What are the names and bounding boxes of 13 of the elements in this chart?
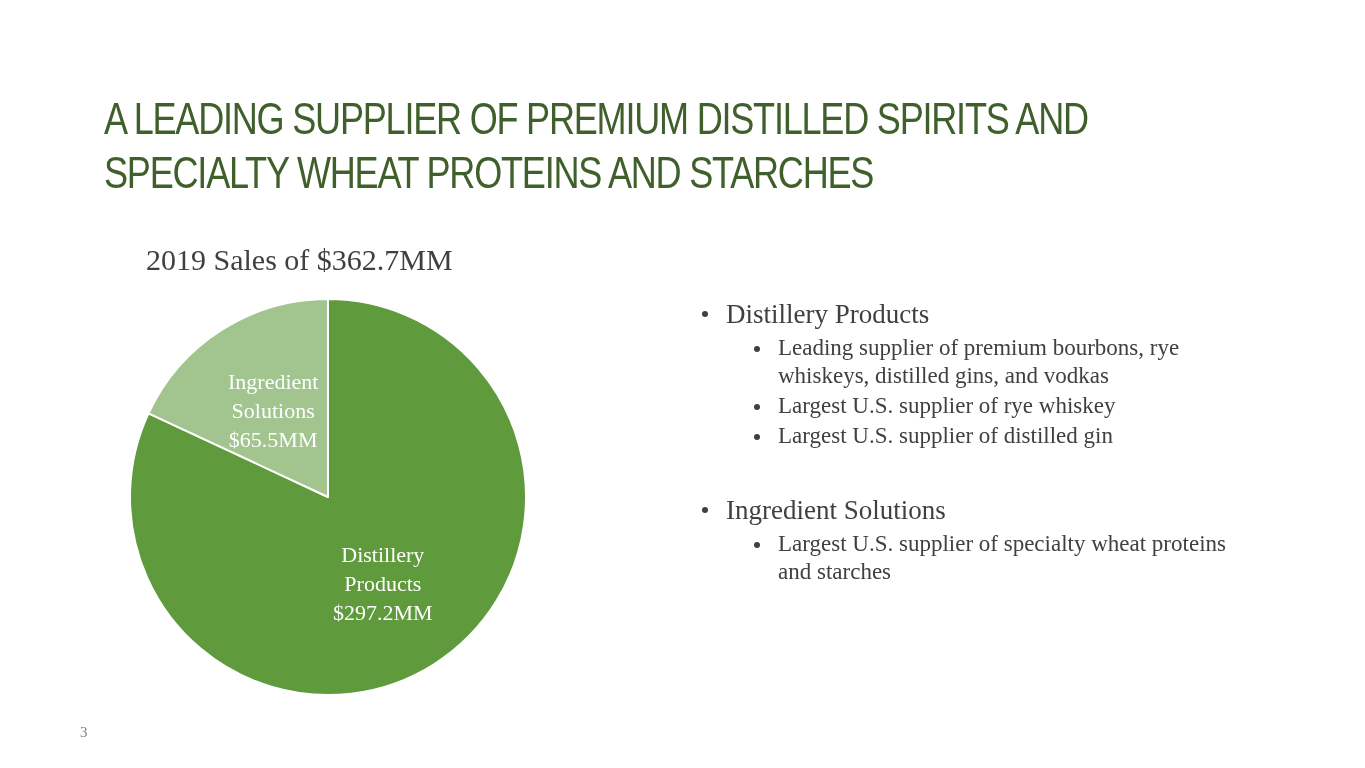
chart-title: A LEADING SUPPLIER OF PREMIUM DISTILLED SPIRITS AND SPECIALTY WHEAT PROTEINS AND STARCHES bbox=[104, 93, 1088, 199]
text: Largest U.S. supplier of rye whiskey bbox=[778, 392, 1117, 420]
slice-label: Distillery Products bbox=[341, 541, 425, 596]
slice-label: Ingredient Solutions bbox=[227, 369, 319, 424]
text: Largest U.S. supplier of specialty wheat proteins and starches bbox=[778, 530, 1227, 586]
data-label: $297.2MM bbox=[333, 599, 433, 625]
text: Largest U.S. supplier of distilled gin bbox=[778, 422, 1114, 450]
text: Ingredient Solutions bbox=[726, 494, 947, 527]
chart-subtitle: 2019 Sales of $362.7MM bbox=[146, 243, 453, 277]
text: 3 bbox=[80, 724, 88, 741]
text: Leading supplier of premium bourbons, rye whiskeys, distilled gins, and vodkas bbox=[778, 334, 1181, 390]
text: Distillery Products bbox=[726, 298, 931, 331]
data-label: $65.5MM bbox=[228, 427, 318, 453]
